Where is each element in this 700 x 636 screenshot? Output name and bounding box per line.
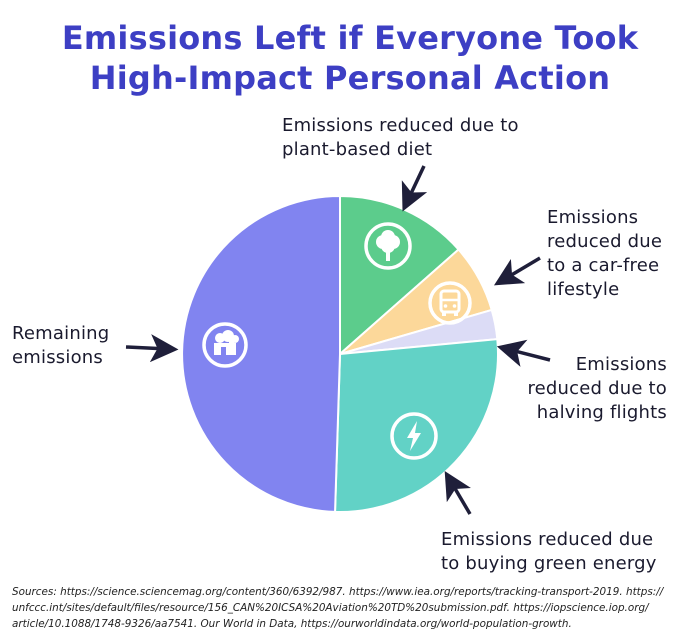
label-flights: Emissions reduced due to halving flights xyxy=(527,353,667,425)
lightning-bolt-icon xyxy=(390,412,438,460)
label-car-free-line-3: to a car-free xyxy=(547,255,660,276)
label-green-energy-line-2: to buying green energy xyxy=(441,553,657,574)
pie-slices xyxy=(181,195,499,513)
label-remaining-line-2: emissions xyxy=(12,347,103,368)
arrow-car-free xyxy=(493,256,541,286)
factory-icon xyxy=(202,322,248,368)
bus-icon xyxy=(428,281,472,325)
label-flights-line-2: reduced due to xyxy=(527,378,667,399)
label-remaining: Remaining emissions xyxy=(12,322,109,370)
pie-slice-5 xyxy=(181,195,341,513)
label-car-free: Emissions reduced due to a car-free life… xyxy=(547,206,662,302)
label-green-energy-line-1: Emissions reduced due xyxy=(441,529,654,550)
sources-line-1: Sources: https://science.sciencemag.org/… xyxy=(12,586,664,598)
sources-line-3: article/10.1088/1748-9326/aa7541. Our Wo… xyxy=(12,618,572,630)
arrow-plant-based xyxy=(401,165,428,212)
chart-title: Emissions Left if Everyone Took High-Imp… xyxy=(0,18,700,98)
label-remaining-line-1: Remaining xyxy=(12,323,110,344)
arrow-green-energy xyxy=(444,470,472,515)
title-line-1: Emissions Left if Everyone Took xyxy=(61,19,639,57)
pie-slice-4 xyxy=(334,338,499,513)
label-green-energy: Emissions reduced due to buying green en… xyxy=(441,528,657,576)
pie-icons xyxy=(202,222,472,460)
title-line-2: High-Impact Personal Action xyxy=(89,59,611,97)
label-plant-based-line-1: Emissions reduced due to xyxy=(282,115,519,136)
label-flights-line-1: Emissions xyxy=(575,354,667,375)
sources-line-2: unfccc.int/sites/default/files/resource/… xyxy=(12,602,649,614)
label-car-free-line-4: lifestyle xyxy=(547,279,620,300)
sources-footnote: Sources: https://science.sciencemag.org/… xyxy=(12,584,692,632)
label-flights-line-3: halving flights xyxy=(536,402,667,423)
arrow-remaining xyxy=(125,334,179,363)
label-plant-based: Emissions reduced due to plant-based die… xyxy=(282,114,519,162)
callout-arrows xyxy=(125,165,551,515)
label-car-free-line-2: reduced due xyxy=(547,231,663,252)
tree-icon xyxy=(364,222,412,270)
label-plant-based-line-2: plant-based diet xyxy=(282,139,433,160)
label-car-free-line-1: Emissions xyxy=(547,207,639,228)
arrow-flights xyxy=(496,339,551,367)
